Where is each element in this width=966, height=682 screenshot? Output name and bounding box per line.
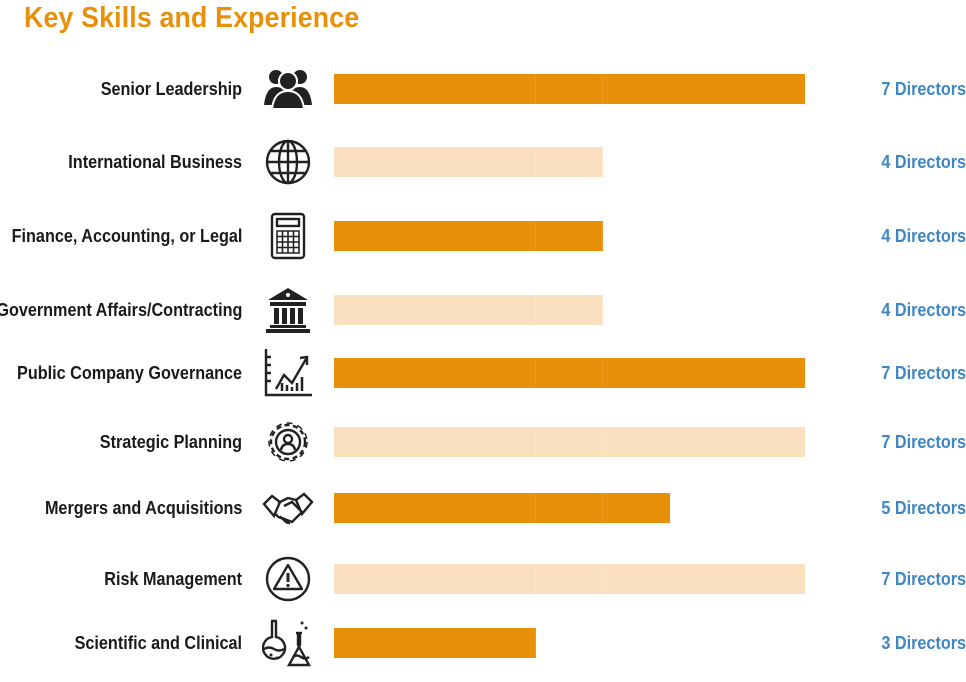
bar — [334, 427, 805, 457]
value-label: 5 Directors — [881, 498, 966, 518]
government-building-icon — [262, 284, 314, 336]
category-label: Strategic Planning — [99, 432, 242, 452]
bar-row: Finance, Accounting, or Legal 4 Director… — [0, 212, 966, 260]
category-label: International Business — [68, 152, 242, 172]
category-label: Senior Leadership — [100, 79, 242, 99]
gear-person-icon — [262, 416, 314, 468]
category-label: Risk Management — [104, 569, 242, 589]
value-label: 3 Directors — [881, 633, 966, 653]
bar — [334, 358, 805, 388]
bar — [334, 295, 604, 325]
category-label: Finance, Accounting, or Legal — [11, 226, 242, 246]
bar-row: Senior Leadership 7 Directors — [0, 69, 966, 110]
value-label: 4 Directors — [881, 152, 966, 172]
calculator-icon — [262, 210, 314, 262]
bar-row: Public Company Governance 7 Directors — [0, 349, 966, 397]
bar-row: Mergers and Acquisitions 5 Directors — [0, 488, 966, 528]
value-label: 7 Directors — [881, 363, 966, 383]
value-label: 7 Directors — [881, 569, 966, 589]
lab-flasks-icon — [261, 617, 314, 669]
category-label: Government Affairs/Contracting — [0, 300, 242, 320]
people-group-icon — [262, 63, 314, 115]
bar — [334, 147, 604, 177]
bar — [334, 628, 536, 658]
bar — [334, 564, 805, 594]
bar-row: Risk Management 7 Directors — [0, 556, 966, 602]
bar-row: International Business 4 Directors — [0, 139, 966, 185]
category-label: Public Company Governance — [16, 363, 242, 383]
chart-title: Key Skills and Experience — [24, 2, 360, 34]
value-label: 4 Directors — [881, 226, 966, 246]
category-label: Scientific and Clinical — [74, 633, 242, 653]
globe-icon — [262, 136, 314, 188]
warning-icon — [262, 553, 314, 605]
bar-row: Government Affairs/Contracting 4 Directo… — [0, 288, 966, 333]
bar-row: Scientific and Clinical 3 Directors — [0, 619, 966, 667]
value-label: 7 Directors — [881, 432, 966, 452]
value-label: 7 Directors — [881, 79, 966, 99]
bar-row: Strategic Planning 7 Directors — [0, 422, 966, 462]
growth-chart-icon — [262, 347, 314, 399]
bar — [334, 221, 604, 251]
value-label: 4 Directors — [881, 300, 966, 320]
handshake-icon — [262, 482, 314, 534]
category-label: Mergers and Acquisitions — [44, 498, 242, 518]
bar — [334, 74, 805, 104]
bar — [334, 493, 671, 523]
